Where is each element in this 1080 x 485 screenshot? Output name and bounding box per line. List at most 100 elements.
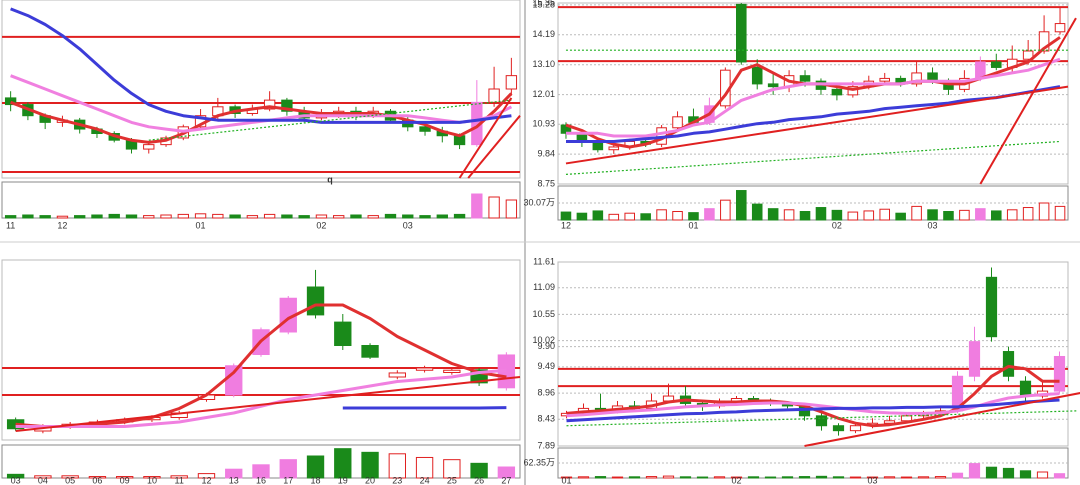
volume-bar [212, 213, 224, 219]
volume-bar [911, 205, 922, 221]
volume-bar [934, 476, 947, 479]
price-frame [1, 0, 521, 179]
y-tick-label: 15.35 [532, 0, 555, 7]
y-tick-label: 11.09 [533, 282, 555, 292]
x-tick-label: 02 [316, 220, 326, 230]
trend-line [565, 140, 1061, 176]
candle-body [488, 88, 500, 103]
volume-bar [471, 193, 483, 219]
candle-body [505, 75, 518, 90]
trend-line [15, 376, 521, 432]
candle-body [334, 321, 352, 347]
volume-bar [991, 210, 1002, 221]
y-tick-label: 8.75 [537, 178, 555, 188]
volume-bar [594, 476, 607, 479]
candle-body [388, 372, 406, 378]
x-tick-label: 24 [420, 475, 430, 485]
volume-bar [246, 215, 259, 219]
volume-bar [56, 215, 69, 219]
volume-bar [1006, 209, 1018, 221]
price-frame [557, 2, 1069, 185]
x-tick-label: 17 [283, 475, 293, 485]
y-tick-label: 9.49 [537, 361, 555, 371]
volume-bar [751, 203, 763, 221]
volume-bar [895, 212, 906, 221]
x-tick-label: 03 [11, 475, 21, 485]
volume-tick-label: 62.35万 [523, 457, 555, 467]
volume-bar [592, 210, 604, 221]
volume-bar [798, 476, 811, 479]
trend-line [148, 99, 512, 141]
x-tick-label: 23 [392, 475, 402, 485]
volume-bar [611, 476, 624, 479]
y-tick-label: 13.10 [532, 59, 555, 69]
volume-bar [747, 476, 760, 479]
candle-body [225, 365, 243, 396]
volume-bar [6, 473, 25, 479]
volume-bar [91, 214, 103, 219]
volume-bar [160, 214, 172, 219]
moving-average [15, 368, 507, 428]
moving-average [566, 85, 1061, 143]
volume-bar [281, 214, 293, 219]
volume-bar [815, 475, 828, 479]
candle-body [900, 415, 913, 422]
candle-body [281, 99, 293, 112]
candle-body [143, 144, 155, 150]
trend-line [458, 97, 513, 179]
candle-body [443, 369, 461, 373]
candle-body [306, 286, 325, 316]
moving-average [10, 92, 513, 144]
volume-bar [847, 211, 859, 221]
candle-body [560, 124, 572, 134]
volume-bar [832, 476, 845, 479]
price-frame [557, 261, 1069, 447]
volume-bar [34, 475, 52, 479]
x-tick-label: 02 [832, 220, 842, 230]
volume-bar [470, 462, 488, 479]
candle-body [831, 88, 843, 96]
volume-bar [488, 196, 500, 219]
x-tick-label: 12 [561, 220, 571, 230]
volume-bar [560, 476, 573, 479]
volume-bar [143, 215, 155, 219]
candle-body [879, 77, 890, 82]
volume-bar [849, 476, 862, 479]
volume-bar [1053, 473, 1066, 479]
volume-bar [783, 209, 795, 221]
y-tick-label: 10.02 [532, 335, 555, 345]
volume-bar [883, 476, 896, 479]
volume-bar [436, 214, 448, 219]
volume-bar [730, 476, 743, 479]
volume-bar [402, 214, 414, 219]
x-tick-label: 03 [867, 475, 877, 485]
volume-tick-label: 30.07万 [523, 197, 555, 207]
moving-average [566, 398, 1060, 423]
candle-body [608, 146, 620, 151]
candle-body [849, 425, 862, 432]
volume-bar [927, 209, 938, 221]
volume-bar [333, 215, 345, 219]
volume-bar [662, 475, 675, 479]
price-frame [1, 259, 521, 441]
trend-line [467, 115, 521, 179]
candle-body [751, 66, 763, 85]
volume-bar [197, 473, 216, 479]
x-tick-label: 04 [38, 475, 48, 485]
volume-bar [74, 215, 86, 219]
volume-bar [177, 213, 189, 219]
x-tick-label: 20 [365, 475, 375, 485]
volume-bar [917, 476, 930, 479]
x-tick-label: 12 [57, 220, 67, 230]
volume-bar [4, 215, 17, 219]
x-tick-label: 11 [175, 475, 184, 485]
candle-body [985, 276, 998, 338]
volume-bar [505, 199, 518, 219]
volume-bar [831, 209, 843, 221]
volume-bar [900, 476, 913, 479]
volume-bar [170, 475, 188, 479]
volume-bar [61, 475, 79, 479]
volume-bar [225, 468, 243, 479]
y-tick-label: 11.61 [533, 256, 555, 266]
volume-bar [315, 214, 328, 219]
